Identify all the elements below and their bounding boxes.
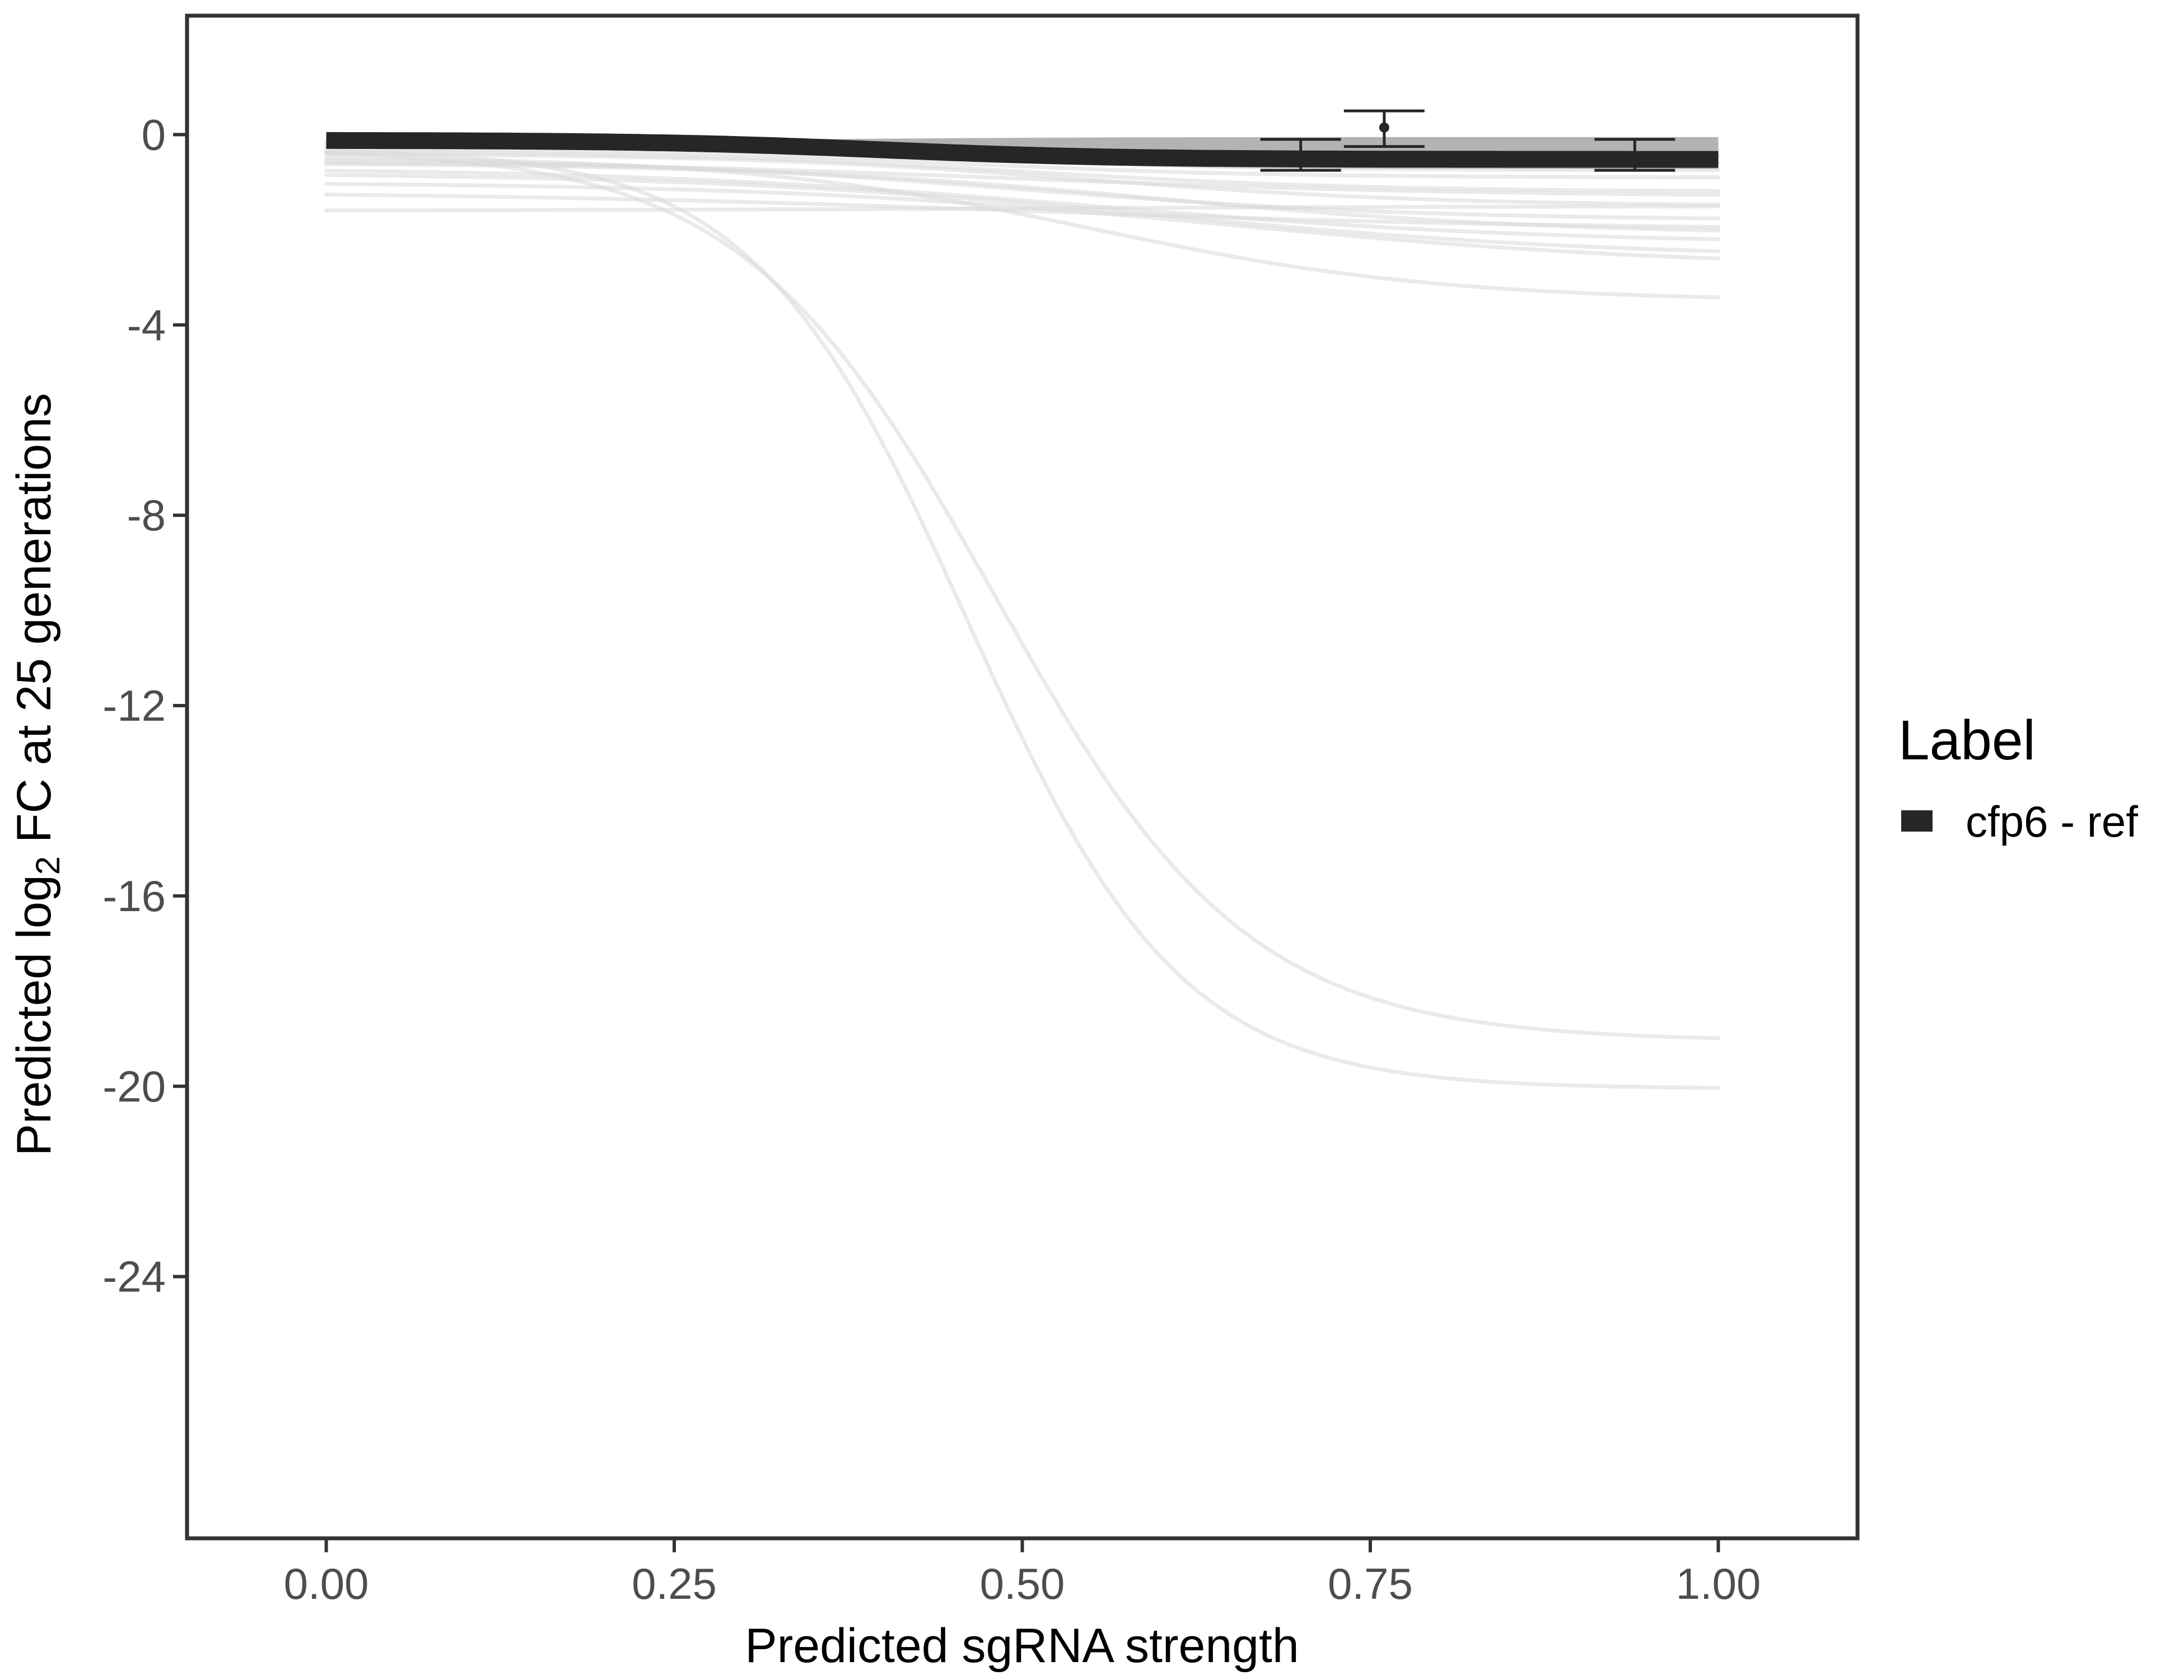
background-curve	[324, 204, 1720, 213]
x-tick-label: 0.75	[1328, 1559, 1413, 1608]
x-axis: 0.00 0.25 0.50 0.75 1.00	[284, 1540, 1761, 1608]
legend-key	[1901, 810, 1933, 832]
y-axis: 0 -4 -8 -12 -16 -20 -24	[102, 110, 185, 1301]
x-tick-label: 0.25	[632, 1559, 717, 1608]
y-tick-label: -4	[127, 300, 166, 349]
error-bar-point	[1379, 122, 1389, 133]
y-tick-label: 0	[142, 110, 166, 159]
error-bar	[1260, 138, 1341, 172]
panel-border	[185, 13, 1860, 1541]
background-curve	[324, 160, 1720, 197]
background-curve	[324, 151, 1720, 1040]
y-tick-label: -8	[127, 491, 166, 540]
y-tick-label: -12	[102, 681, 166, 730]
background-curve	[324, 156, 1720, 300]
y-axis-title-prefix: Predicted log	[7, 875, 61, 1156]
x-tick-label: 1.00	[1676, 1559, 1761, 1608]
background-curve	[324, 181, 1720, 261]
background-curve	[324, 149, 1720, 1090]
background-curve	[324, 152, 1720, 207]
background-curve	[324, 147, 1720, 179]
x-tick-label: 0.00	[284, 1559, 369, 1608]
legend-title: Label	[1898, 709, 2036, 772]
highlight-series-line	[326, 132, 1719, 168]
legend: Label cfp6 - ref	[1898, 709, 2138, 846]
background-curve	[324, 150, 1720, 193]
highlight-series	[326, 132, 1719, 168]
x-axis-title: Predicted sgRNA strength	[745, 1619, 1299, 1673]
background-curve	[324, 193, 1720, 229]
error-bar	[1594, 138, 1676, 172]
y-axis-title-subscript: 2	[29, 856, 67, 875]
legend-label: cfp6 - ref	[1966, 797, 2138, 846]
background-curve	[324, 173, 1720, 254]
error-bar	[1343, 109, 1425, 148]
x-tick-label: 0.50	[980, 1559, 1065, 1608]
error-bars	[1260, 109, 1676, 172]
y-tick-label: -24	[102, 1252, 166, 1301]
background-curves	[324, 140, 1720, 1090]
y-axis-title: Predicted log2 FC at 25 generations	[7, 393, 67, 1156]
y-tick-label: -16	[102, 871, 166, 921]
y-axis-title-suffix: FC at 25 generations	[7, 393, 61, 856]
y-tick-label: -20	[102, 1062, 166, 1111]
